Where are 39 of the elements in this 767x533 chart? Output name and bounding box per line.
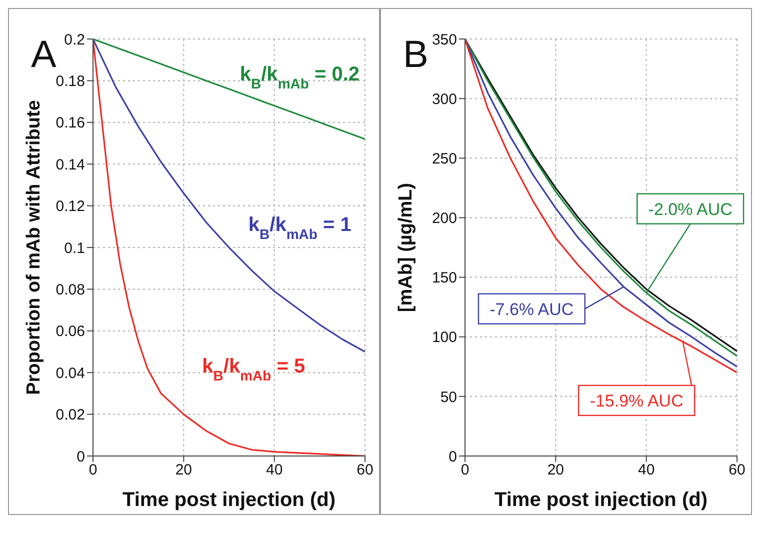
y-tick-label: 0.1 <box>64 240 85 257</box>
y-tick-label: 0.18 <box>56 73 85 90</box>
x-tick-label: 40 <box>266 462 283 479</box>
x-tick-label: 20 <box>547 462 564 479</box>
x-tick-label: 20 <box>175 462 192 479</box>
y-tick-label: 200 <box>432 210 457 228</box>
chart-title: B <box>403 34 428 76</box>
y-tick-label: 350 <box>432 31 457 48</box>
x-tick-label: 0 <box>460 462 470 479</box>
y-tick-label: 0.12 <box>56 198 85 216</box>
y-tick-label: 150 <box>432 270 457 287</box>
x-tick-label: 40 <box>638 462 655 479</box>
y-tick-label: 50 <box>440 388 457 406</box>
annotation: -7.6% AUC <box>490 300 574 319</box>
x-axis-title: Time post injection (d) <box>494 489 708 511</box>
chart-title: A <box>31 34 57 76</box>
x-axis-title: Time post injection (d) <box>122 489 336 511</box>
y-tick-label: 0.16 <box>56 114 85 132</box>
y-axis-title: Proportion of mAb with Attribute <box>24 100 45 395</box>
x-tick-label: 0 <box>88 462 98 479</box>
y-tick-label: 0.14 <box>56 156 85 174</box>
y-axis-title: [mAb] (µg/mL) <box>396 182 417 312</box>
x-tick-label: 60 <box>728 462 746 479</box>
y-tick-label: 0.2 <box>64 31 85 48</box>
y-tick-label: 100 <box>432 329 457 346</box>
y-tick-label: 0.06 <box>56 323 85 340</box>
series-label: k$_{B}$/k$_{mAb}$ = 0.2 <box>240 64 360 92</box>
y-tick-label: 300 <box>432 90 457 108</box>
annotation: -15.9% AUC <box>590 391 684 410</box>
y-tick-label: 0.04 <box>56 364 85 382</box>
y-tick-label: 0 <box>76 448 85 466</box>
y-tick-label: 0.08 <box>56 282 85 299</box>
x-tick-label: 60 <box>356 462 374 479</box>
y-tick-label: 250 <box>432 150 457 168</box>
y-tick-label: 0.02 <box>56 406 85 424</box>
series-label: k$_{B}$/k$_{mAb}$ = 5 <box>202 356 306 384</box>
y-tick-label: 0 <box>448 448 457 466</box>
annotation: -2.0% AUC <box>648 200 732 219</box>
series-label: k$_{B}$/k$_{mAb}$ = 1 <box>248 214 352 242</box>
